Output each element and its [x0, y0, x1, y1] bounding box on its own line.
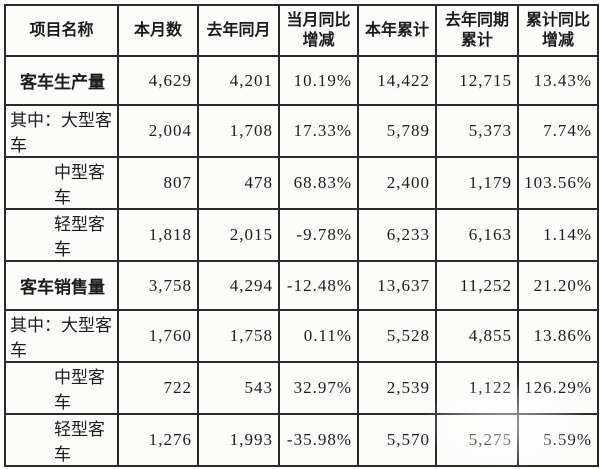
column-header-current-month: 本月数 [117, 4, 199, 57]
cell-current-month: 1,276 [117, 413, 199, 467]
row-label: 客车生产量 [4, 55, 119, 106]
column-header-lastyear-ytd-total: 去年同期 累计 [435, 4, 519, 57]
row-label: 中型客车 [4, 156, 119, 210]
cell-lastyear-ytd: 12,715 [435, 55, 519, 106]
header-row: 项目名称 本月数 去年同月 当月同比 增减 本年累计 去年同期 累计 累计同比 … [4, 4, 599, 57]
cell-lastyear-ytd: 1,179 [435, 156, 519, 210]
cell-ytd-yoy: 7.74% [517, 104, 599, 158]
scanned-table-area: 项目名称 本月数 去年同月 当月同比 增减 本年累计 去年同期 累计 累计同比 … [4, 4, 599, 467]
table-row-production-large: 其中：大型客车 2,004 1,708 17.33% 5,789 5,373 7… [4, 104, 599, 158]
row-label: 轻型客车 [4, 413, 119, 467]
table-row-production-total: 客车生产量 4,629 4,201 10.19% 14,422 12,715 1… [4, 55, 599, 106]
cell-same-month-lastyear: 4,294 [197, 260, 280, 311]
row-label: 其中：大型客车 [4, 309, 119, 363]
column-header-same-month-lastyear: 去年同月 [197, 4, 280, 57]
cell-current-month: 1,818 [117, 208, 199, 262]
cell-current-month: 2,004 [117, 104, 199, 158]
cell-lastyear-ytd: 5,275 [435, 413, 519, 467]
cell-ytd-yoy: 103.56% [517, 156, 599, 210]
cell-same-month-lastyear: 543 [197, 361, 280, 415]
cell-ytd-yoy: 13.86% [517, 309, 599, 363]
cell-ytd-yoy: 1.14% [517, 208, 599, 262]
bus-production-sales-table: 项目名称 本月数 去年同月 当月同比 增减 本年累计 去年同期 累计 累计同比 … [4, 4, 599, 467]
cell-current-month: 807 [117, 156, 199, 210]
table-row-production-medium: 中型客车 807 478 68.83% 2,400 1,179 103.56% [4, 156, 599, 210]
column-header-ytd-yoy-change: 累计同比 增减 [517, 4, 599, 57]
cell-ytd-yoy: 5.59% [517, 413, 599, 467]
cell-same-month-lastyear: 2,015 [197, 208, 280, 262]
cell-month-yoy: 10.19% [278, 55, 359, 106]
cell-ytd: 6,233 [357, 208, 437, 262]
row-label: 中型客车 [4, 361, 119, 415]
cell-lastyear-ytd: 1,122 [435, 361, 519, 415]
cell-month-yoy: 17.33% [278, 104, 359, 158]
cell-month-yoy: 68.83% [278, 156, 359, 210]
cell-lastyear-ytd: 11,252 [435, 260, 519, 311]
table-row-production-light: 轻型客车 1,818 2,015 -9.78% 6,233 6,163 1.14… [4, 208, 599, 262]
cell-ytd-yoy: 13.43% [517, 55, 599, 106]
cell-month-yoy: -9.78% [278, 208, 359, 262]
table-row-sales-large: 其中：大型客车 1,760 1,758 0.11% 5,528 4,855 13… [4, 309, 599, 363]
cell-ytd: 2,400 [357, 156, 437, 210]
cell-month-yoy: -35.98% [278, 413, 359, 467]
cell-same-month-lastyear: 1,993 [197, 413, 280, 467]
table-row-sales-light: 轻型客车 1,276 1,993 -35.98% 5,570 5,275 5.5… [4, 413, 599, 467]
column-header-month-yoy-change: 当月同比 增减 [278, 4, 359, 57]
column-header-ytd-total: 本年累计 [357, 4, 437, 57]
cell-ytd: 14,422 [357, 55, 437, 106]
cell-month-yoy: 0.11% [278, 309, 359, 363]
column-header-item-name: 项目名称 [4, 4, 119, 57]
cell-current-month: 1,760 [117, 309, 199, 363]
cell-ytd-yoy: 21.20% [517, 260, 599, 311]
cell-ytd: 5,570 [357, 413, 437, 467]
cell-ytd: 2,539 [357, 361, 437, 415]
cell-same-month-lastyear: 478 [197, 156, 280, 210]
cell-ytd: 5,789 [357, 104, 437, 158]
cell-same-month-lastyear: 1,708 [197, 104, 280, 158]
cell-ytd-yoy: 126.29% [517, 361, 599, 415]
cell-same-month-lastyear: 4,201 [197, 55, 280, 106]
cell-current-month: 722 [117, 361, 199, 415]
table-row-sales-total: 客车销售量 3,758 4,294 -12.48% 13,637 11,252 … [4, 260, 599, 311]
cell-lastyear-ytd: 6,163 [435, 208, 519, 262]
cell-month-yoy: -12.48% [278, 260, 359, 311]
row-label: 其中：大型客车 [4, 104, 119, 158]
row-label: 客车销售量 [4, 260, 119, 311]
cell-ytd: 13,637 [357, 260, 437, 311]
cell-month-yoy: 32.97% [278, 361, 359, 415]
cell-lastyear-ytd: 4,855 [435, 309, 519, 363]
cell-same-month-lastyear: 1,758 [197, 309, 280, 363]
cell-current-month: 4,629 [117, 55, 199, 106]
row-label: 轻型客车 [4, 208, 119, 262]
cell-ytd: 5,528 [357, 309, 437, 363]
cell-lastyear-ytd: 5,373 [435, 104, 519, 158]
table-row-sales-medium: 中型客车 722 543 32.97% 2,539 1,122 126.29% [4, 361, 599, 415]
cell-current-month: 3,758 [117, 260, 199, 311]
